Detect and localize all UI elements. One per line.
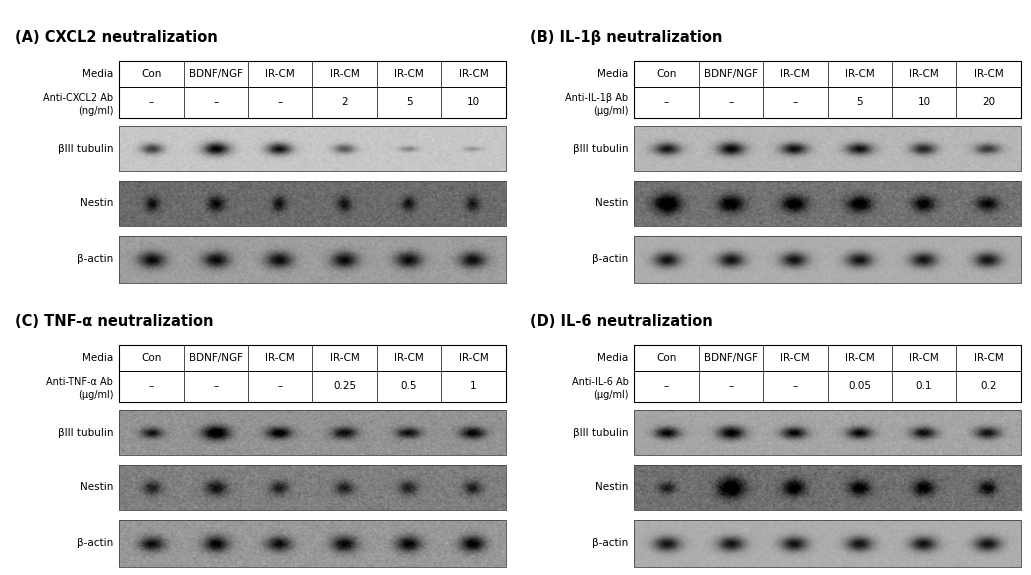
Text: BDNF/NGF: BDNF/NGF (189, 69, 243, 79)
Text: 1: 1 (470, 381, 476, 392)
Text: β-actin: β-actin (77, 538, 113, 548)
Text: BDNF/NGF: BDNF/NGF (704, 352, 758, 363)
Text: IR-CM: IR-CM (909, 352, 939, 363)
Bar (634, 520, 1021, 566)
Text: Anti-IL-6 Ab: Anti-IL-6 Ab (571, 377, 629, 386)
Bar (634, 236, 1021, 282)
Text: IR-CM: IR-CM (844, 69, 874, 79)
Text: (A) CXCL2 neutralization: (A) CXCL2 neutralization (15, 30, 218, 45)
Text: IR-CM: IR-CM (973, 352, 1003, 363)
Text: Media: Media (82, 352, 113, 363)
Text: IR-CM: IR-CM (265, 69, 295, 79)
Text: βIII tubulin: βIII tubulin (58, 428, 113, 438)
Text: (ng/ml): (ng/ml) (77, 106, 113, 116)
Text: BDNF/NGF: BDNF/NGF (189, 352, 243, 363)
Text: 20: 20 (982, 97, 995, 108)
Text: –: – (728, 381, 734, 392)
Text: Con: Con (141, 69, 162, 79)
Bar (634, 465, 1021, 509)
Text: –: – (213, 97, 219, 108)
Text: IR-CM: IR-CM (330, 352, 360, 363)
Bar (120, 520, 505, 566)
Text: βIII tubulin: βIII tubulin (58, 144, 113, 154)
Text: IR-CM: IR-CM (265, 352, 295, 363)
Text: IR-CM: IR-CM (973, 69, 1003, 79)
Text: βIII tubulin: βIII tubulin (573, 144, 629, 154)
Text: (μg/ml): (μg/ml) (593, 390, 629, 400)
Text: 10: 10 (467, 97, 480, 108)
Text: –: – (277, 97, 282, 108)
Text: 0.05: 0.05 (849, 381, 871, 392)
Bar (634, 344, 1021, 402)
Text: Nestin: Nestin (80, 482, 113, 492)
Text: Anti-TNF-α Ab: Anti-TNF-α Ab (46, 377, 113, 386)
Bar (120, 181, 505, 225)
Text: IR-CM: IR-CM (330, 69, 360, 79)
Text: Nestin: Nestin (595, 482, 629, 492)
Text: Con: Con (657, 69, 676, 79)
Text: Anti-IL-1β Ab: Anti-IL-1β Ab (565, 93, 629, 102)
Text: 2: 2 (341, 97, 347, 108)
Text: Nestin: Nestin (595, 198, 629, 208)
Text: –: – (148, 381, 154, 392)
Bar (120, 126, 505, 171)
Text: Media: Media (597, 69, 629, 79)
Text: Con: Con (657, 352, 676, 363)
Bar (120, 465, 505, 509)
Bar (634, 181, 1021, 225)
Text: –: – (793, 381, 798, 392)
Text: 5: 5 (857, 97, 863, 108)
Text: –: – (213, 381, 219, 392)
Bar (120, 411, 505, 455)
Text: –: – (664, 381, 669, 392)
Text: βIII tubulin: βIII tubulin (573, 428, 629, 438)
Text: IR-CM: IR-CM (780, 69, 810, 79)
Text: –: – (148, 97, 154, 108)
Text: Nestin: Nestin (80, 198, 113, 208)
Text: 10: 10 (918, 97, 931, 108)
Text: β-actin: β-actin (77, 254, 113, 264)
Text: 5: 5 (406, 97, 412, 108)
Text: –: – (664, 97, 669, 108)
Text: (B) IL-1β neutralization: (B) IL-1β neutralization (530, 30, 723, 45)
Text: 0.1: 0.1 (916, 381, 932, 392)
Bar (120, 344, 505, 402)
Text: IR-CM: IR-CM (780, 352, 810, 363)
Text: BDNF/NGF: BDNF/NGF (704, 69, 758, 79)
Text: Con: Con (141, 352, 162, 363)
Text: Media: Media (597, 352, 629, 363)
Bar (634, 411, 1021, 455)
Bar (120, 60, 505, 118)
Text: 0.5: 0.5 (401, 381, 418, 392)
Text: (D) IL-6 neutralization: (D) IL-6 neutralization (530, 315, 713, 329)
Text: –: – (277, 381, 282, 392)
Bar (120, 236, 505, 282)
Text: (μg/ml): (μg/ml) (77, 390, 113, 400)
Text: 0.2: 0.2 (980, 381, 997, 392)
Text: (μg/ml): (μg/ml) (593, 106, 629, 116)
Text: IR-CM: IR-CM (394, 69, 424, 79)
Text: –: – (728, 97, 734, 108)
Text: β-actin: β-actin (592, 538, 629, 548)
Text: –: – (793, 97, 798, 108)
Text: IR-CM: IR-CM (844, 352, 874, 363)
Text: IR-CM: IR-CM (459, 69, 489, 79)
Text: IR-CM: IR-CM (909, 69, 939, 79)
Bar (634, 60, 1021, 118)
Bar (634, 126, 1021, 171)
Text: β-actin: β-actin (592, 254, 629, 264)
Text: Media: Media (82, 69, 113, 79)
Text: (C) TNF-α neutralization: (C) TNF-α neutralization (15, 315, 213, 329)
Text: Anti-CXCL2 Ab: Anti-CXCL2 Ab (43, 93, 113, 102)
Text: IR-CM: IR-CM (459, 352, 489, 363)
Text: 0.25: 0.25 (333, 381, 356, 392)
Text: IR-CM: IR-CM (394, 352, 424, 363)
